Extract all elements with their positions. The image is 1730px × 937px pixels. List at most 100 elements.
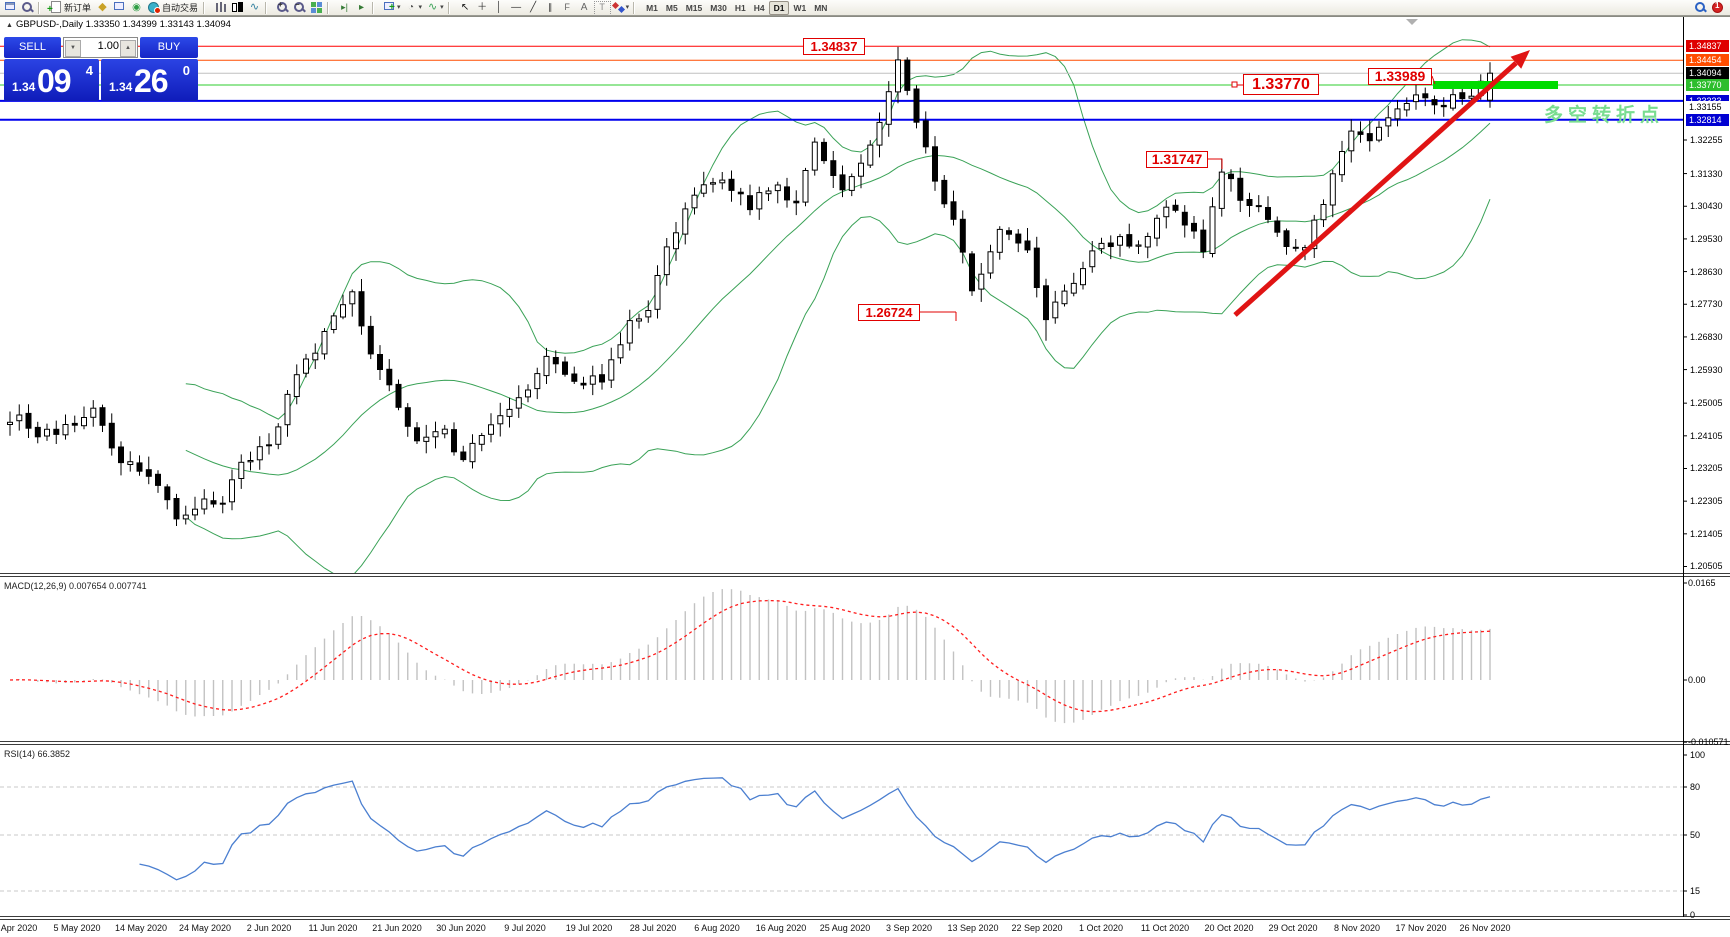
panel-frames — [0, 16, 1730, 920]
toolbar-separator — [203, 1, 210, 14]
auto-scroll-icon[interactable]: ▸ — [354, 1, 369, 14]
price-annotation-1.33989[interactable]: 1.33989 — [1368, 68, 1432, 85]
sell-price-point: 4 — [85, 63, 93, 78]
chart-window-icon[interactable] — [3, 1, 18, 14]
price-annotation-1.31747[interactable]: 1.31747 — [1146, 151, 1208, 168]
trendline-icon: ╱ — [530, 2, 537, 13]
text-icon: A — [580, 2, 588, 13]
support-zone-bar[interactable] — [1433, 81, 1558, 89]
data-window-icon[interactable] — [20, 1, 35, 14]
trend-arrow-head[interactable] — [1510, 50, 1530, 69]
y-axis-tick: 1.30430 — [1690, 201, 1723, 211]
periods-icon[interactable]: ◔ — [404, 1, 419, 14]
auto-trading-icon-label[interactable]: 自动交易 — [162, 3, 199, 13]
volume-increase-button[interactable]: ▲ — [120, 40, 136, 57]
text-label-icon: T — [593, 1, 611, 16]
auto-trading-icon[interactable] — [146, 1, 162, 14]
timeframe-button-d1[interactable]: D1 — [768, 0, 790, 15]
x-axis-date: 26 Nov 2020 — [1459, 923, 1511, 933]
rsi-indicator — [0, 777, 1683, 892]
new-order-icon-label[interactable]: 新订单 — [64, 3, 92, 13]
chevron-down-icon[interactable]: ▾ — [418, 4, 423, 11]
tile-windows-icon[interactable] — [309, 1, 324, 14]
symbol-ohlc-line: ▲ GBPUSD-,Daily 1.33350 1.34399 1.33143 1… — [6, 19, 231, 30]
buy-price[interactable]: 1.34 26 0 — [101, 59, 198, 101]
cn-annotation-text[interactable]: 多空转折点 — [1544, 105, 1665, 126]
buy-button[interactable]: BUY — [140, 37, 198, 58]
notifications-icon[interactable]: 1 — [1710, 1, 1725, 14]
price-annotation-1.26724[interactable]: 1.26724 — [858, 304, 920, 321]
signals-icon[interactable]: ◉ — [129, 1, 144, 14]
cursor-icon: ↖ — [460, 2, 470, 13]
line-chart-icon[interactable]: ∿ — [247, 1, 262, 14]
x-axis-date: 3 Sep 2020 — [885, 923, 933, 933]
timeframe-button-m15[interactable]: M15 — [685, 2, 703, 13]
sell-price[interactable]: 1.34 09 4 — [4, 59, 99, 101]
timeframe-button-mn[interactable]: MN — [814, 2, 828, 13]
auto-scroll-icon: ▸ — [359, 2, 365, 13]
chevron-down-icon[interactable]: ▾ — [440, 4, 444, 11]
trendline-icon[interactable]: ╱ — [526, 1, 541, 14]
volume-input[interactable]: ▼ 1.00 ▲ — [63, 37, 138, 58]
timeframe-button-h1[interactable]: H1 — [734, 2, 746, 13]
rsi-axis-tick: 50 — [1690, 830, 1701, 840]
vertical-line-icon: │ — [495, 2, 503, 13]
chart-window-icon — [6, 3, 14, 5]
bar-chart-icon[interactable] — [213, 1, 228, 14]
terminal-icon[interactable] — [112, 1, 127, 14]
y-axis-tick: 1.28630 — [1690, 267, 1723, 277]
x-axis-date: 21 Jun 2020 — [372, 923, 422, 933]
zoom-out-icon: − — [295, 0, 300, 9]
tile-windows-icon — [311, 8, 317, 13]
x-axis-date: 29 Oct 2020 — [1268, 923, 1318, 933]
trend-arrow-line[interactable] — [1233, 61, 1518, 317]
x-axis-date: 30 Jun 2020 — [436, 923, 486, 933]
text-icon[interactable]: A — [577, 1, 592, 14]
zoom-out-icon[interactable]: − — [292, 0, 307, 14]
new-chart-icon[interactable]: + — [382, 1, 397, 14]
zoom-in-icon[interactable]: + — [275, 0, 290, 14]
tile-windows-icon — [317, 8, 323, 13]
styles-icon: ◆ — [98, 1, 107, 13]
zoom-in-icon — [277, 2, 288, 12]
scroll-marker-icon[interactable] — [1406, 19, 1418, 25]
volume-decrease-button[interactable]: ▼ — [65, 40, 81, 57]
vertical-line-icon[interactable]: │ — [492, 1, 507, 14]
macd-indicator — [9, 589, 1491, 724]
rsi-axis-tick: 100 — [1690, 750, 1706, 760]
sell-button[interactable]: SELL — [4, 37, 61, 58]
candlestick-chart-icon[interactable] — [230, 1, 245, 14]
sell-price-base: 1.34 — [12, 80, 36, 94]
chart-shift-icon[interactable]: ▸| — [337, 1, 352, 14]
fibonacci-icon[interactable]: F — [560, 1, 575, 14]
tile-windows-icon — [311, 2, 317, 7]
indicators-icon[interactable]: ∿ — [425, 1, 440, 14]
equidistant-channel-icon[interactable]: ∥ — [543, 1, 558, 14]
y-axis-tick: 1.21405 — [1690, 529, 1723, 539]
x-axis-date: 8 Nov 2020 — [1333, 923, 1381, 933]
styles-icon[interactable]: ◆ — [95, 1, 110, 14]
cursor-icon[interactable]: ↖ — [458, 1, 473, 14]
sell-price-pips: 09 — [37, 63, 72, 99]
price-annotation-1.34837[interactable]: 1.34837 — [803, 38, 865, 55]
text-label-icon[interactable]: T — [593, 1, 611, 16]
new-order-icon[interactable]: + — [47, 1, 63, 15]
price-label-1.33155: 1.33155 — [1686, 101, 1729, 113]
x-axis-date: 25 Aug 2020 — [819, 923, 871, 933]
x-axis-date: 19 Jul 2020 — [565, 923, 613, 933]
timeframe-button-w1[interactable]: W1 — [793, 2, 807, 13]
horizontal-line-icon[interactable]: — — [509, 1, 524, 14]
crosshair-icon[interactable]: ＋ — [475, 1, 490, 14]
timeframe-button-m30[interactable]: M30 — [710, 2, 727, 13]
new-chart-icon — [384, 2, 395, 10]
timeframe-button-m1[interactable]: M1 — [646, 2, 658, 13]
search-icon[interactable] — [1693, 1, 1708, 14]
timeframe-button-h4[interactable]: H4 — [753, 2, 765, 13]
timeframe-button-m5[interactable]: M5 — [665, 2, 678, 13]
chevron-down-icon[interactable]: ▾ — [397, 4, 401, 11]
chevron-down-icon[interactable]: ▾ — [625, 4, 630, 11]
macd-axis-tick: 0.0165 — [1688, 578, 1716, 588]
price-annotation-1.33770[interactable]: 1.33770 — [1243, 74, 1319, 95]
search-icon — [1695, 2, 1705, 12]
